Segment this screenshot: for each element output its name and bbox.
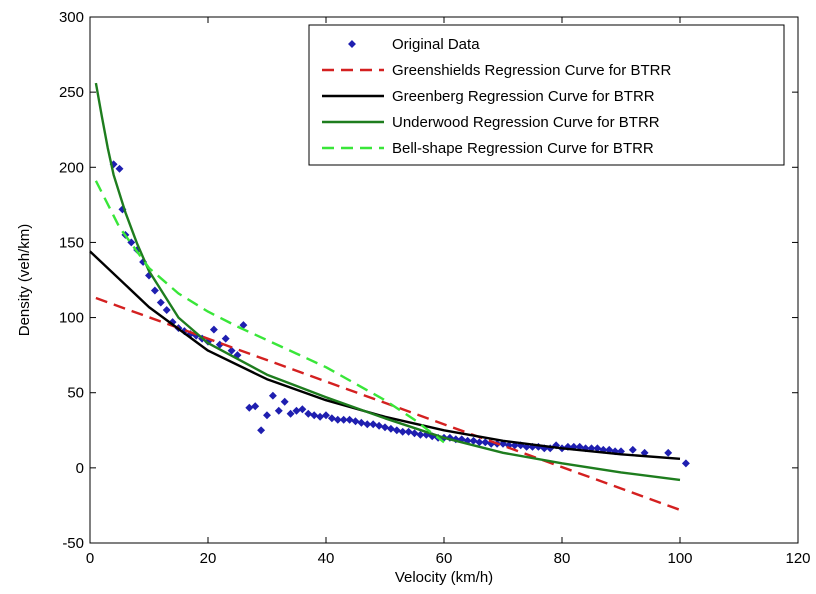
data-point (416, 430, 425, 439)
data-point (268, 391, 277, 400)
data-point (664, 448, 673, 457)
data-point (381, 423, 389, 432)
data-point (451, 435, 460, 444)
series-line (89, 250, 681, 460)
data-point (363, 420, 372, 429)
y-tick-label: 50 (67, 385, 84, 402)
legend-label: Original Data (392, 36, 480, 53)
data-point (392, 426, 401, 435)
legend-label: Greenberg Regression Curve for BTRR (392, 88, 655, 105)
data-point (227, 346, 236, 355)
y-axis-title: Density (veh/km) (16, 224, 33, 337)
x-tick-label: 60 (436, 550, 453, 567)
x-tick-label: 40 (318, 550, 335, 567)
data-point (245, 403, 254, 412)
y-tick-label: 200 (59, 159, 84, 176)
data-point (404, 427, 413, 436)
data-point (286, 409, 295, 418)
data-point (310, 411, 319, 420)
y-tick-label: 250 (59, 84, 84, 101)
legend-marker (348, 40, 356, 48)
data-point (156, 298, 165, 307)
x-tick-label: 100 (667, 550, 692, 567)
data-point (499, 439, 507, 448)
data-point (298, 405, 307, 414)
data-point (333, 415, 342, 424)
data-point (410, 429, 419, 438)
data-point (327, 414, 336, 423)
series-line (95, 296, 681, 512)
series-1 (95, 296, 681, 512)
series-line (94, 180, 445, 444)
series-line (94, 82, 681, 482)
y-tick-label: 150 (59, 234, 84, 251)
legend-box (308, 24, 785, 166)
series-4 (94, 180, 445, 444)
series-2 (89, 250, 681, 460)
data-point (628, 445, 637, 454)
x-tick-label: 120 (785, 550, 810, 567)
legend-item: Original Data (348, 36, 480, 53)
data-point (251, 402, 260, 411)
data-point (339, 415, 348, 424)
data-point (322, 411, 330, 420)
data-point (304, 409, 313, 418)
data-point (150, 286, 159, 295)
data-point (357, 418, 366, 427)
data-point (115, 164, 124, 173)
series-3 (94, 82, 681, 482)
legend-item: Greenberg Regression Curve for BTRR (322, 88, 655, 105)
data-point (209, 325, 218, 334)
data-point (280, 397, 289, 406)
data-point (681, 459, 690, 468)
data-point (292, 406, 301, 415)
y-tick-label: 300 (59, 9, 84, 26)
y-tick-label: -50 (62, 535, 84, 552)
data-point (274, 406, 283, 415)
data-point (345, 415, 354, 424)
data-point (162, 306, 171, 315)
y-tick-label: 0 (76, 460, 84, 477)
data-point (351, 417, 360, 426)
data-point (263, 411, 271, 420)
data-point (398, 427, 407, 436)
data-point (481, 438, 490, 447)
data-point (386, 424, 395, 433)
legend: Original Data Greenshields Regression Cur… (308, 24, 785, 166)
x-tick-label: 0 (86, 550, 94, 567)
data-point (257, 426, 266, 435)
legend-label: Underwood Regression Curve for BTRR (392, 114, 660, 131)
y-tick-label: 100 (59, 310, 84, 327)
legend-item: Bell-shape Regression Curve for BTRR (322, 140, 654, 157)
legend-label: Greenshields Regression Curve for BTRR (392, 62, 671, 79)
x-tick-label: 80 (554, 550, 571, 567)
legend-label: Bell-shape Regression Curve for BTRR (392, 140, 654, 157)
data-point (375, 421, 384, 430)
data-point (221, 334, 230, 343)
legend-item: Underwood Regression Curve for BTRR (322, 114, 660, 131)
data-point (316, 412, 325, 421)
data-point (522, 442, 531, 451)
x-axis-title: Velocity (km/h) (395, 569, 493, 586)
legend-item: Greenshields Regression Curve for BTRR (322, 62, 671, 79)
plot-series (89, 82, 690, 512)
x-tick-label: 20 (200, 550, 217, 567)
data-point (369, 420, 378, 429)
